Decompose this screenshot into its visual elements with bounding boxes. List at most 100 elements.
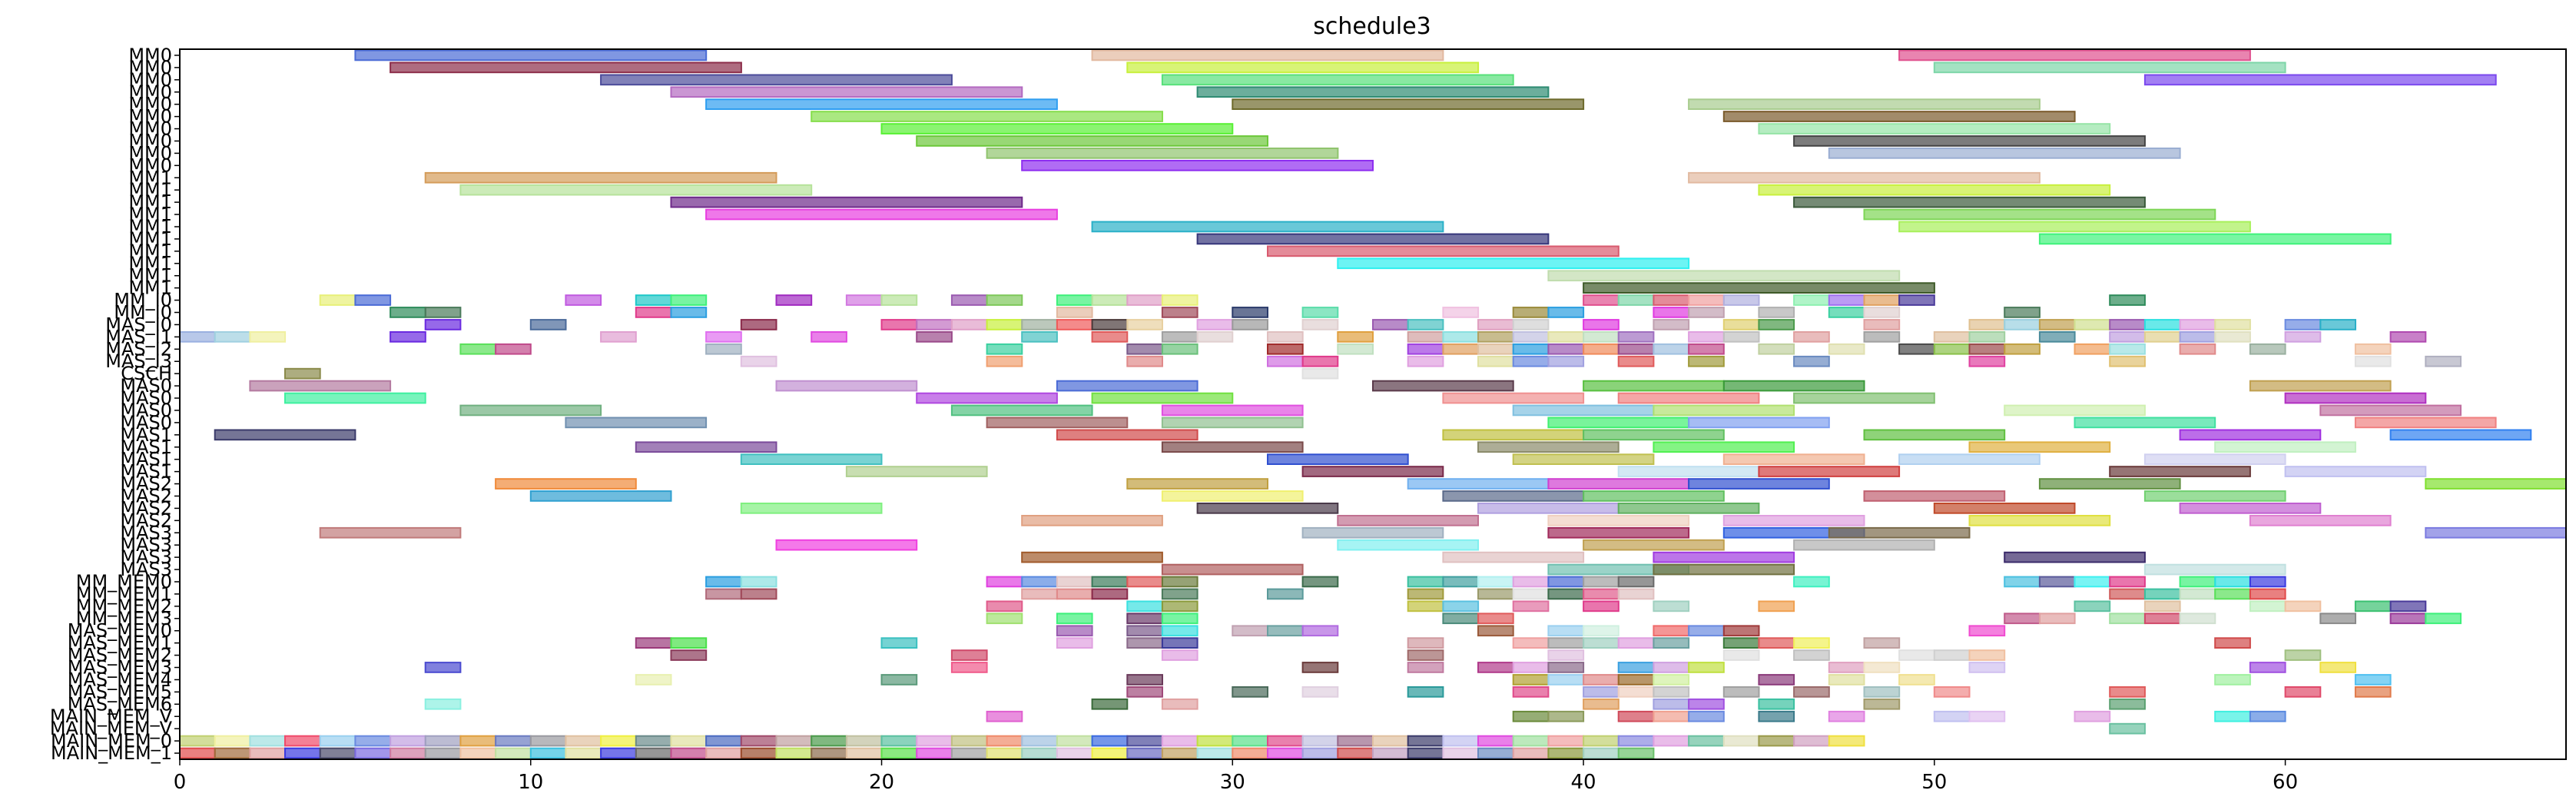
- task-bar: [600, 735, 637, 747]
- task-bar: [950, 649, 988, 661]
- task-bar: [1617, 747, 1655, 759]
- task-bar: [1091, 49, 1444, 61]
- task-bar: [1021, 735, 1058, 747]
- y-tick-label: MM0: [128, 118, 172, 140]
- task-bar: [249, 380, 392, 392]
- task-bar: [1898, 221, 2251, 233]
- task-bar: [1968, 331, 2006, 343]
- task-bar: [1722, 649, 1760, 661]
- task-bar: [249, 747, 287, 759]
- task-bar: [214, 331, 251, 343]
- task-bar: [1301, 355, 1339, 367]
- y-tick-label: MAS_I1: [105, 326, 172, 347]
- task-bar: [319, 294, 356, 306]
- task-bar: [1267, 245, 1620, 257]
- task-bar: [1968, 710, 2006, 722]
- task-bar: [1512, 662, 1550, 673]
- task-bar: [986, 294, 1023, 306]
- task-bar: [1617, 576, 1655, 588]
- y-tick-label: MM0: [128, 106, 172, 128]
- task-bar: [1653, 698, 1690, 710]
- y-tick-label: MM0: [128, 45, 172, 66]
- task-bar: [1267, 625, 1304, 637]
- task-bar: [1583, 686, 1620, 698]
- task-bar: [1793, 686, 1830, 698]
- task-bar: [2038, 478, 2181, 490]
- task-bar: [1653, 551, 1795, 563]
- task-bar: [2004, 343, 2041, 355]
- task-bar: [705, 208, 1058, 221]
- task-bar: [2249, 710, 2286, 722]
- task-bar: [2179, 612, 2216, 625]
- y-tick-label: MAS0: [120, 412, 172, 433]
- task-bar: [2354, 674, 2392, 686]
- task-bar: [845, 747, 883, 759]
- task-bar: [1196, 319, 1234, 330]
- task-bar: [2425, 355, 2462, 367]
- task-bar: [986, 319, 1023, 330]
- task-bar: [2249, 600, 2286, 612]
- task-bar: [2038, 319, 2076, 330]
- task-bar: [2214, 331, 2251, 343]
- x-tick-label: 10: [518, 771, 543, 794]
- task-bar: [1407, 600, 1444, 612]
- task-bar: [1793, 649, 1830, 661]
- task-bar: [1442, 612, 1480, 625]
- task-bar: [1758, 343, 1795, 355]
- task-bar: [705, 331, 742, 343]
- task-bar: [1688, 331, 1725, 343]
- task-bar: [1091, 588, 1129, 600]
- task-bar: [2179, 319, 2216, 330]
- task-bar: [2074, 343, 2111, 355]
- task-bar: [2389, 429, 2532, 441]
- task-bar: [1267, 735, 1304, 747]
- y-tick-label: MAS_I0: [105, 314, 172, 335]
- task-bar: [1477, 612, 1514, 625]
- task-bar: [424, 171, 777, 184]
- task-bar: [2179, 429, 2322, 441]
- task-bar: [1688, 343, 1725, 355]
- task-bar: [2214, 588, 2251, 600]
- y-tick-label: MM0: [128, 57, 172, 78]
- task-bar: [2284, 392, 2427, 404]
- task-bar: [354, 735, 392, 747]
- task-bar: [284, 392, 426, 404]
- task-bar: [2284, 466, 2427, 477]
- task-bar: [1583, 698, 1620, 710]
- task-bar: [1372, 747, 1409, 759]
- task-bar: [1688, 662, 1725, 673]
- task-bar: [1617, 710, 1655, 722]
- x-tick-label: 20: [869, 771, 894, 794]
- task-bar: [1933, 343, 1971, 355]
- task-bar: [2038, 233, 2392, 245]
- task-bar: [2143, 612, 2181, 625]
- task-bar: [1512, 343, 1550, 355]
- task-bar: [2004, 404, 2146, 417]
- task-bar: [1722, 294, 1760, 306]
- task-bar: [1126, 747, 1164, 759]
- y-tick-label: MM1: [128, 253, 172, 274]
- task-bar: [1722, 453, 1865, 465]
- task-bar: [1828, 526, 1971, 539]
- task-bar: [354, 49, 708, 61]
- task-bar: [529, 490, 672, 502]
- task-bar: [2143, 563, 2286, 576]
- task-bar: [529, 735, 567, 747]
- task-bar: [1617, 503, 1760, 514]
- task-bar: [1653, 307, 1690, 318]
- task-bar: [1301, 319, 1339, 330]
- task-bar: [1232, 735, 1269, 747]
- y-tick-label: MAS_I3: [105, 350, 172, 372]
- y-tick-label: MM1: [128, 179, 172, 201]
- task-bar: [635, 637, 672, 649]
- task-bar: [2143, 490, 2286, 502]
- task-bar: [1863, 307, 1901, 318]
- task-bar: [1933, 710, 1971, 722]
- y-tick-label: MM_I0: [114, 302, 172, 324]
- task-bar: [1196, 503, 1339, 514]
- task-bar: [319, 526, 462, 539]
- task-bar: [2249, 662, 2286, 673]
- task-bar: [1126, 600, 1164, 612]
- task-bar: [1722, 515, 1865, 526]
